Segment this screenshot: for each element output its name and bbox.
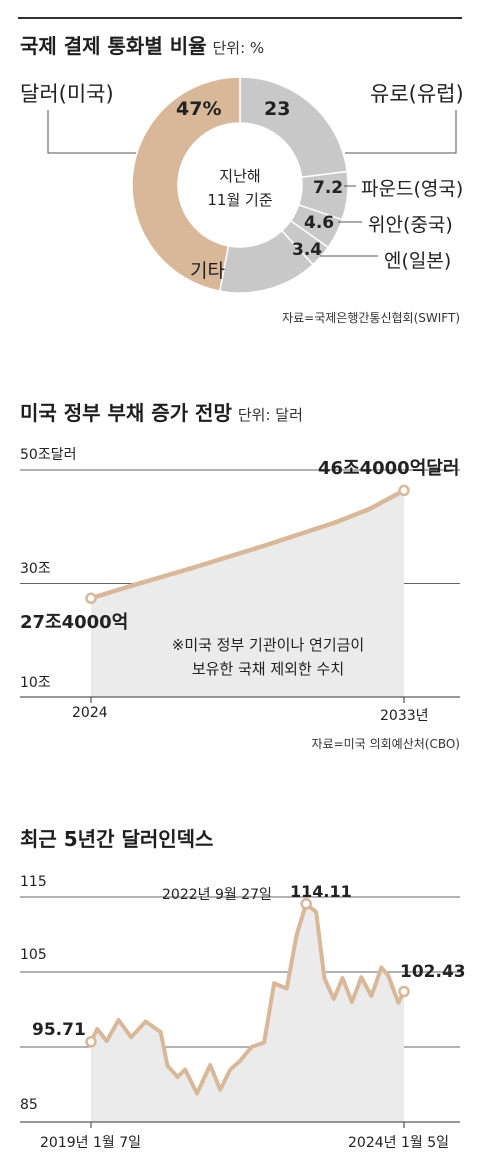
debt-ytick-30: 30조 <box>20 561 51 577</box>
value-jpy: 3.4 <box>292 240 323 260</box>
value-eur: 23 <box>264 98 291 120</box>
debt-point-start <box>85 592 97 605</box>
panel1-title: 국제 결제 통화별 비율 단위: % <box>20 30 264 59</box>
panel2-title-text: 미국 정부 부채 증가 전망 <box>20 401 232 425</box>
panel3-title: 최근 5년간 달러인덱스 <box>20 827 214 851</box>
top-rule <box>18 17 462 19</box>
donut-slice-eur <box>239 76 348 179</box>
debt-end-label: 46조4000억달러 <box>318 458 460 479</box>
dxy-area <box>91 903 404 1122</box>
debt-note: ※미국 정부 기관이나 연기금이 보유한 국채 제외한 수치 <box>148 633 388 681</box>
dxy-point-peak <box>300 898 312 910</box>
leader-eur <box>345 110 457 154</box>
donut-chart <box>47 76 457 294</box>
dxy-line <box>89 901 406 1096</box>
donut-center-text: 지난해 11월 기준 <box>190 164 290 212</box>
callout-eur: 유로(유럽) <box>370 82 464 106</box>
debt-xtick-start: 2024 <box>72 705 108 721</box>
panel2-source: 자료=미국 의회예산처(CBO) <box>311 737 460 751</box>
dxy-start-value: 95.71 <box>32 1020 86 1040</box>
dxy-ytick-105: 105 <box>20 947 47 963</box>
debt-point-end <box>398 484 410 497</box>
dxy-point-start <box>85 1036 97 1048</box>
callout-gbp: 파운드(영국) <box>361 178 464 200</box>
debt-ytick-10: 10조 <box>20 675 51 691</box>
debt-note-line-2: 보유한 국채 제외한 수치 <box>191 660 345 678</box>
center-line-1: 지난해 <box>219 167 261 185</box>
debt-line <box>88 488 407 601</box>
dxy-end-value: 102.43 <box>400 962 466 982</box>
dxy-peak-date: 2022년 9월 27일 <box>162 887 272 903</box>
value-gbp: 7.2 <box>313 178 344 198</box>
debt-note-line-1: ※미국 정부 기관이나 연기금이 <box>171 636 365 654</box>
panel2-unit: 단위: 달러 <box>237 406 303 424</box>
debt-ytick-50: 50조달러 <box>20 447 77 463</box>
donut-slice-usd <box>131 76 241 292</box>
callout-other: 기타 <box>190 260 225 282</box>
debt-start-label: 27조4000억 <box>20 612 129 633</box>
panel1-unit: 단위: % <box>212 39 265 57</box>
dxy-peak-value: 114.11 <box>290 882 352 901</box>
dxy-point-end <box>398 985 410 998</box>
debt-xtick-end: 2033년 <box>380 708 429 724</box>
panel1-title-text: 국제 결제 통화별 비율 <box>20 34 207 58</box>
center-line-2: 11월 기준 <box>207 191 273 209</box>
callout-cny: 위안(중국) <box>368 214 453 236</box>
dxy-xtick-start: 2019년 1월 7일 <box>40 1135 141 1151</box>
panel2-title: 미국 정부 부채 증가 전망 단위: 달러 <box>20 397 303 426</box>
leader-usd <box>47 110 136 154</box>
value-cny: 4.6 <box>304 213 335 233</box>
debt-area <box>91 490 404 697</box>
dxy-xtick-end: 2024년 1월 5일 <box>348 1135 449 1151</box>
dxy-ytick-115: 115 <box>20 874 47 890</box>
callout-usd: 달러(미국) <box>20 82 114 106</box>
debt-chart <box>20 469 460 703</box>
panel1-source: 자료=국제은행간통신협회(SWIFT) <box>282 311 460 325</box>
dxy-ytick-85: 85 <box>20 1097 38 1113</box>
callout-jpy: 엔(일본) <box>384 250 452 272</box>
value-usd: 47% <box>176 98 222 120</box>
dollar-index-chart <box>20 896 460 1128</box>
